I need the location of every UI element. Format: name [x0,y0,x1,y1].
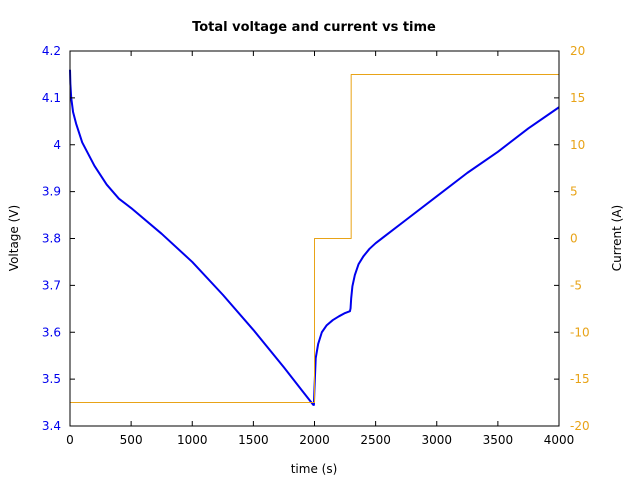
y-right-tick-label: 20 [570,44,585,58]
y-left-tick-label: 3.4 [42,419,61,433]
x-axis-label: time (s) [291,462,338,476]
plot-area [69,69,560,406]
y-right-tick-label: 10 [570,138,585,152]
x-tick-label: 1500 [238,433,269,447]
y-left-tick-label: 4.2 [42,44,61,58]
x-tick-label: 2500 [360,433,391,447]
x-tick-label: 3000 [421,433,452,447]
y-left-tick-label: 3.5 [42,372,61,386]
y-left-tick-label: 3.9 [42,185,61,199]
y-left-tick-label: 3.6 [42,325,61,339]
y-right-tick-label: -10 [570,325,590,339]
y-axis-left: 3.4 3.5 3.6 3.7 3.8 3.9 4 4.1 4.2 [42,44,75,433]
y-left-tick-label: 4 [53,138,61,152]
voltage-series-line [69,69,560,406]
y-right-tick-label: 0 [570,232,578,246]
y-right-tick-label: 5 [570,185,578,199]
chart-title: Total voltage and current vs time [192,20,436,35]
y-axis-right: -20 -15 -10 -5 0 5 10 15 20 [554,44,590,433]
y-right-tick-label: -20 [570,419,590,433]
x-tick-label: 2000 [299,433,330,447]
x-tick-label: 4000 [544,433,575,447]
y-right-tick-label: -15 [570,372,590,386]
y-left-tick-label: 3.7 [42,278,61,292]
x-tick-label: 1000 [177,433,208,447]
y-left-tick-label: 4.1 [42,91,61,105]
x-tick-label: 3500 [483,433,514,447]
x-axis: 0 500 1000 1500 2000 2500 3000 3500 4000 [66,51,574,447]
y-right-tick-label: -5 [570,278,582,292]
y-axis-right-label: Current (A) [610,205,624,271]
y-left-tick-label: 3.8 [42,232,61,246]
x-tick-label: 500 [120,433,143,447]
x-tick-label: 0 [66,433,74,447]
y-axis-left-label: Voltage (V) [7,205,21,271]
y-right-tick-label: 15 [570,91,585,105]
current-series-line [70,73,559,404]
